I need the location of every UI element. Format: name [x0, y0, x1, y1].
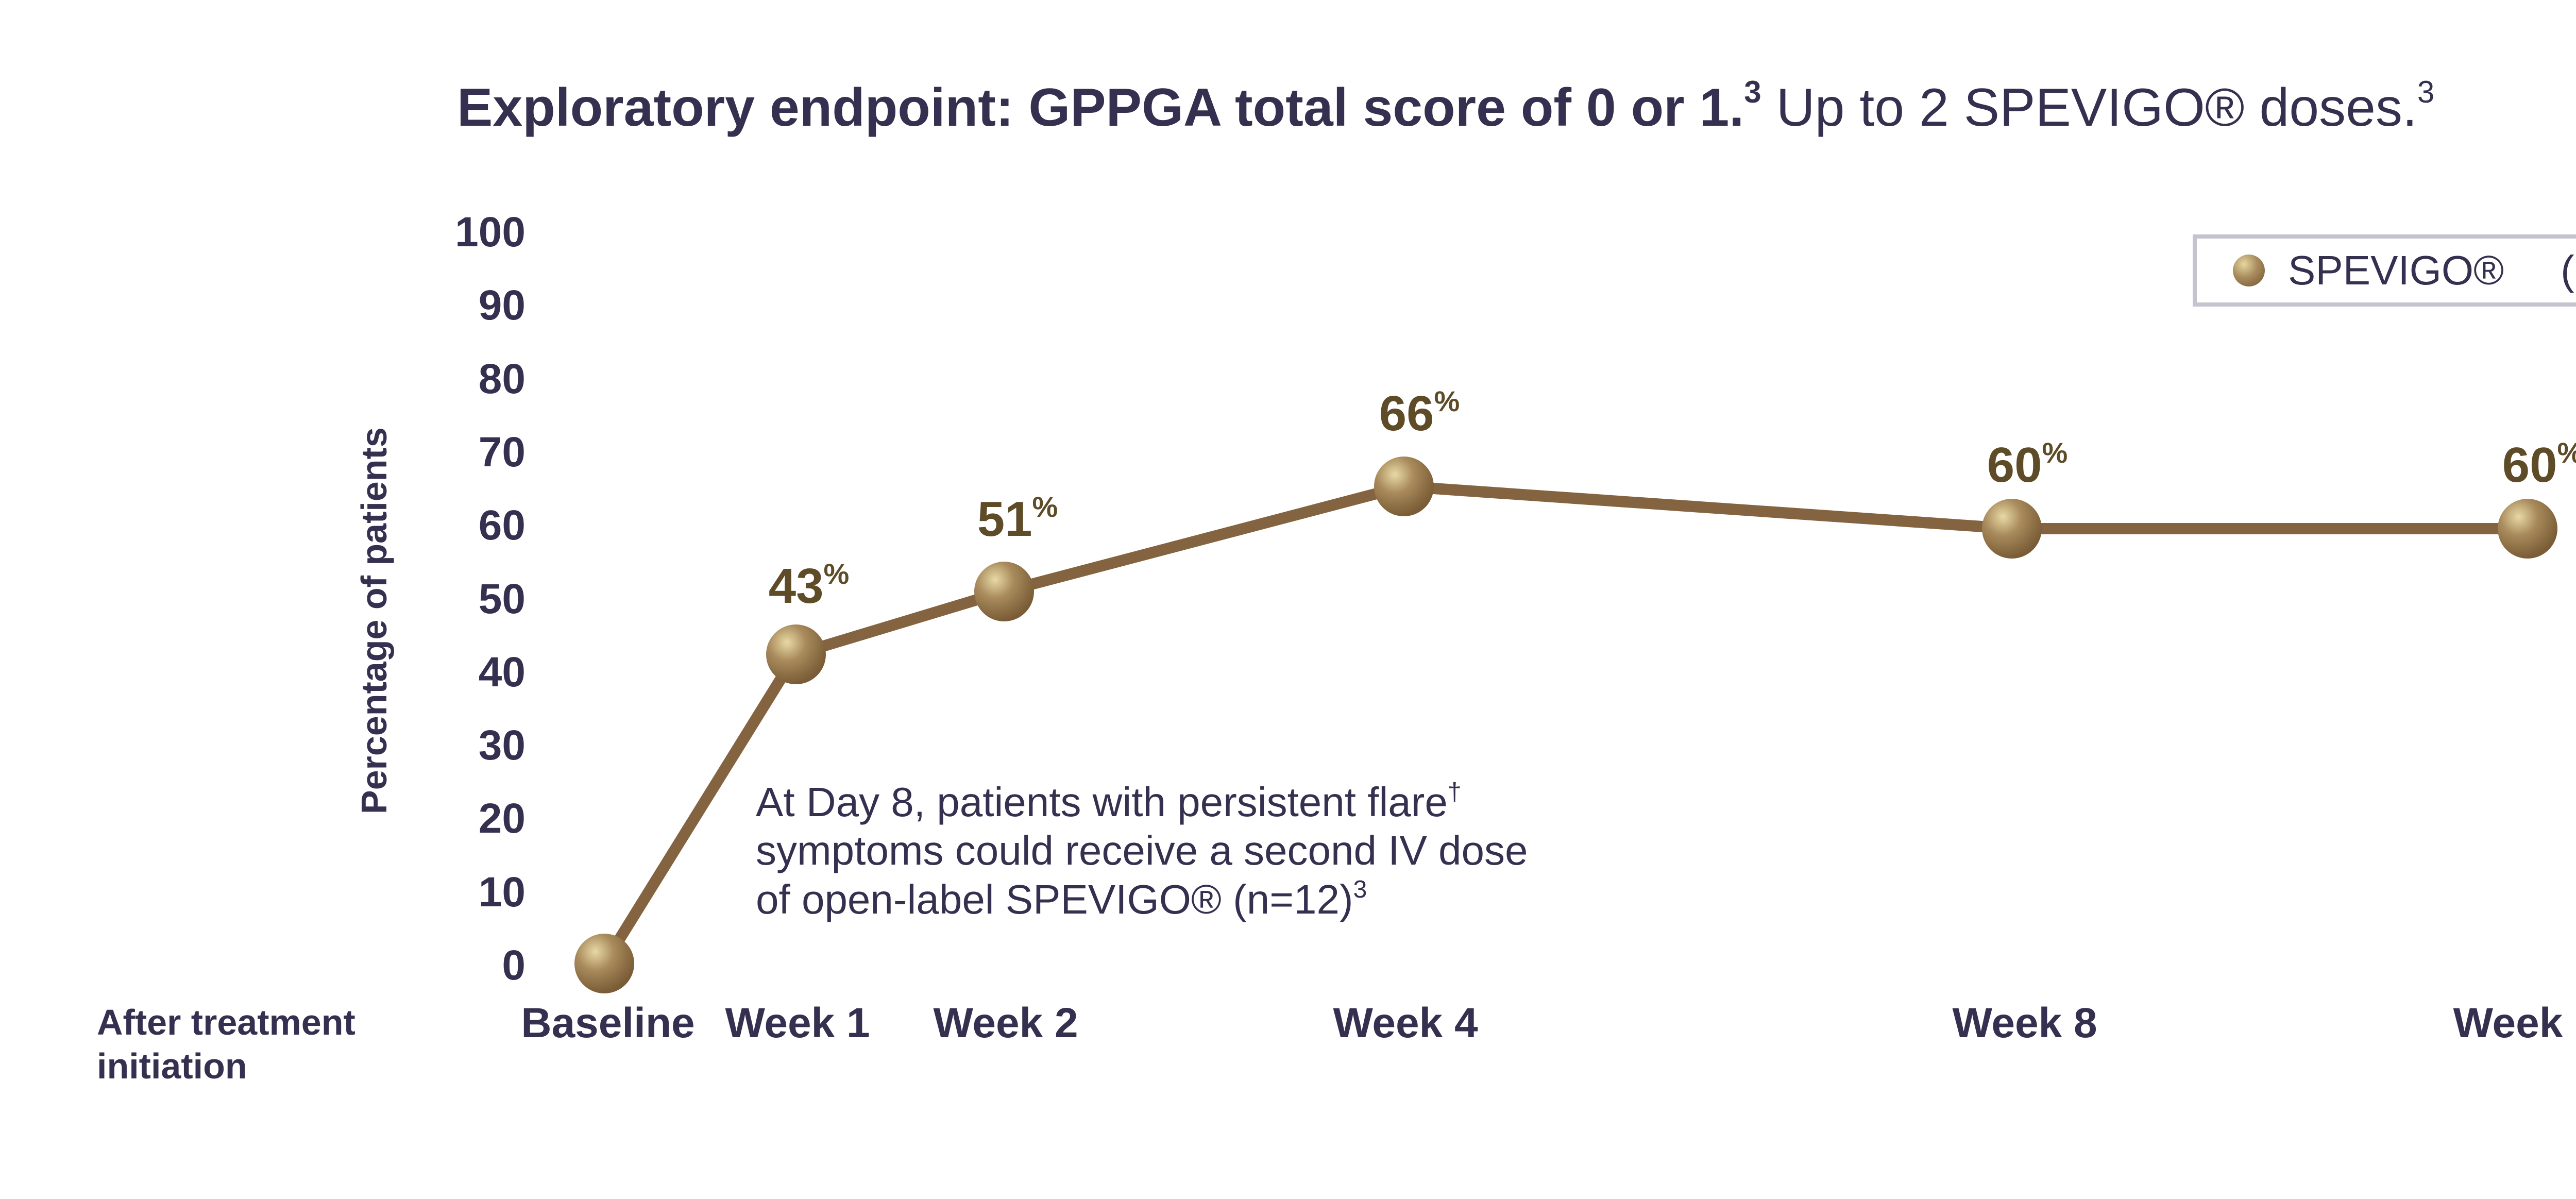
data-point-baseline	[574, 934, 634, 993]
y-tick: 80	[478, 356, 526, 402]
y-tick: 40	[478, 649, 526, 696]
data-label-week1: 43%	[768, 558, 850, 614]
x-tick-week8: Week 8	[1952, 1000, 2097, 1046]
x-tick-week2: Week 2	[933, 1000, 1078, 1046]
legend-label: SPEVIGO®	[2288, 247, 2504, 293]
x-tick-week1: Week 1	[725, 1000, 870, 1046]
y-tick: 10	[478, 869, 526, 916]
legend-marker-icon	[2233, 255, 2265, 286]
data-point-week12	[2498, 499, 2557, 559]
data-point-week8	[1982, 499, 2042, 559]
data-label-week2: 51%	[977, 491, 1058, 547]
y-tick: 60	[478, 502, 526, 549]
data-point-week4	[1374, 457, 1434, 516]
y-tick: 70	[478, 429, 526, 476]
chart-title-bold: Exploratory endpoint: GPPGA total score …	[457, 78, 1744, 138]
legend-n: (N=35)	[2561, 247, 2576, 293]
annotation-line-3: of open-label SPEVIGO® (n=12)3	[756, 875, 1367, 922]
legend: SPEVIGO® (N=35)	[2193, 234, 2576, 307]
annotation-note: At Day 8, patients with persistent flare…	[756, 778, 1786, 924]
x-axis-title: After treatment initiation	[97, 1002, 355, 1087]
y-tick: 30	[478, 722, 526, 769]
series-line	[599, 481, 2528, 967]
y-tick: 20	[478, 795, 526, 842]
annotation-line-1: At Day 8, patients with persistent flare…	[756, 779, 1462, 825]
y-tick: 0	[502, 942, 526, 989]
title-footnote-ref: 3	[1744, 75, 1761, 109]
title-footnote-ref-2: 3	[2417, 75, 2435, 109]
data-label-week8: 60%	[1987, 436, 2068, 493]
data-point-week2	[974, 562, 1034, 621]
chart-title: Exploratory endpoint: GPPGA total score …	[457, 75, 2435, 139]
x-tick-week4: Week 4	[1333, 1000, 1478, 1046]
data-label-week4: 66%	[1379, 385, 1460, 441]
chart-title-regular: Up to 2 SPEVIGO® doses.	[1761, 78, 2417, 138]
x-tick-baseline: Baseline	[521, 1000, 695, 1046]
y-tick: 50	[478, 576, 526, 622]
y-tick: 90	[478, 282, 526, 329]
x-tick-week12: Week 12	[2453, 1000, 2576, 1046]
y-tick: 100	[455, 209, 526, 256]
annotation-line-2: symptoms could receive a second IV dose	[756, 828, 1528, 874]
data-label-week12: 60%	[2502, 437, 2576, 493]
data-point-week1	[766, 624, 826, 684]
